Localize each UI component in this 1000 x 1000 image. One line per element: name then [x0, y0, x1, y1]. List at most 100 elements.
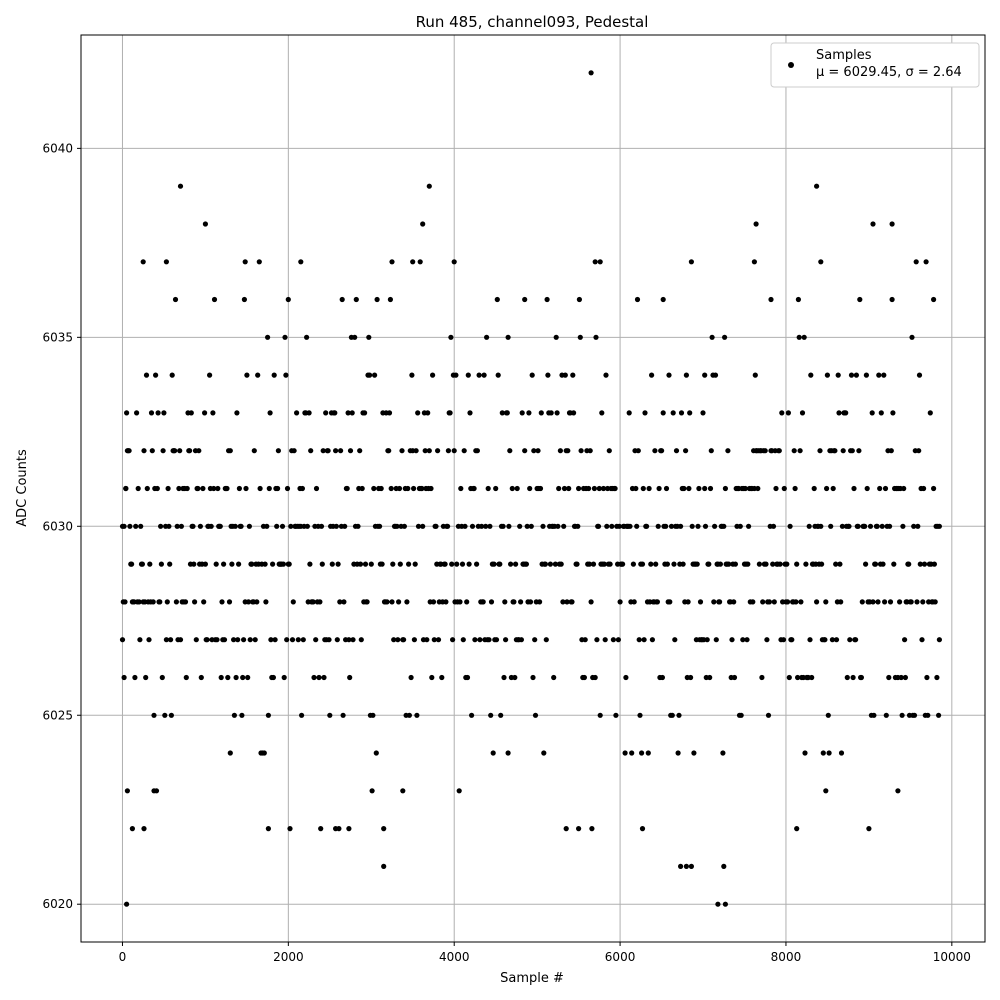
sample-point [329, 561, 335, 567]
sample-point [256, 259, 262, 265]
sample-point [484, 334, 490, 340]
sample-point [863, 561, 869, 567]
sample-point [472, 637, 478, 643]
sample-point [853, 372, 860, 378]
sample-point [334, 637, 340, 643]
sample-point [221, 561, 227, 567]
sample-point [686, 485, 692, 492]
sample-point [588, 70, 594, 76]
sample-point [232, 523, 238, 529]
sample-point [595, 523, 602, 529]
sample-point [201, 599, 207, 605]
sample-point [659, 448, 665, 454]
sample-point [347, 448, 354, 454]
sample-point [554, 410, 560, 416]
sample-point [506, 523, 512, 529]
sample-point [450, 637, 456, 643]
sample-point [901, 485, 907, 492]
sample-point [916, 448, 922, 454]
sample-point [921, 561, 928, 567]
sample-point [240, 674, 246, 681]
sample-point [666, 372, 672, 378]
sample-point [921, 485, 927, 492]
sample-point [908, 599, 914, 605]
sample-point [487, 523, 493, 529]
sample-point [275, 485, 281, 492]
sample-point [257, 485, 263, 492]
sample-point [906, 561, 912, 567]
sample-point [639, 826, 646, 832]
sample-point [759, 674, 765, 681]
sample-point [874, 523, 880, 529]
sample-point [433, 523, 439, 529]
sample-point [177, 448, 183, 454]
sample-point [160, 448, 166, 454]
sample-point [168, 637, 174, 643]
sample-point [172, 448, 178, 454]
sample-point [890, 410, 896, 416]
sample-point [880, 561, 886, 567]
sample-point [875, 599, 881, 605]
sample-point [290, 599, 296, 605]
sample-point [862, 523, 868, 529]
sample-point [610, 637, 617, 643]
sample-point [541, 750, 547, 756]
sample-point [867, 523, 874, 529]
sample-point [304, 523, 310, 529]
sample-point [243, 485, 249, 492]
sample-point [795, 674, 801, 681]
sample-point [753, 221, 759, 227]
sample-point [313, 485, 320, 492]
sample-point [726, 561, 732, 567]
sample-point [422, 448, 428, 454]
sample-point [582, 637, 588, 643]
legend-stats: μ = 6029.45, σ = 2.64 [816, 65, 962, 80]
sample-point [218, 674, 224, 681]
sample-point [586, 485, 592, 492]
sample-point [124, 901, 130, 907]
sample-point [673, 448, 680, 454]
sample-point [794, 561, 800, 567]
sample-point [829, 637, 836, 643]
sample-point [381, 826, 387, 832]
sample-point [671, 561, 677, 567]
sample-point [656, 485, 662, 492]
sample-point [401, 523, 407, 529]
sample-point [236, 561, 242, 567]
sample-point [451, 448, 457, 454]
sample-point [900, 523, 906, 529]
sample-point [913, 259, 919, 265]
sample-point [358, 637, 364, 643]
sample-point [799, 410, 806, 416]
sample-point [137, 637, 143, 643]
sample-point [347, 674, 353, 681]
sample-point [776, 448, 782, 454]
sample-point [304, 334, 310, 340]
sample-point [397, 561, 403, 567]
sample-point [916, 372, 923, 378]
sample-point [514, 485, 520, 492]
sample-point [721, 523, 727, 529]
sample-point [213, 561, 219, 567]
sample-point [505, 750, 511, 756]
sample-point [617, 599, 623, 605]
sample-point [597, 712, 603, 718]
sample-point [528, 523, 534, 529]
sample-point [883, 712, 889, 718]
sample-point [325, 448, 331, 454]
sample-point [414, 712, 420, 718]
sample-point [919, 637, 925, 643]
sample-point [923, 259, 929, 265]
sample-point [210, 410, 216, 416]
sample-point [352, 334, 358, 340]
sample-point [557, 448, 564, 454]
sample-point [548, 410, 554, 416]
sample-point [712, 372, 719, 378]
sample-point [462, 523, 468, 529]
sample-point [792, 485, 798, 492]
sample-point [429, 674, 435, 681]
sample-point [872, 561, 879, 567]
sample-point [851, 485, 857, 492]
sample-point [833, 637, 840, 643]
sample-point [238, 523, 244, 529]
